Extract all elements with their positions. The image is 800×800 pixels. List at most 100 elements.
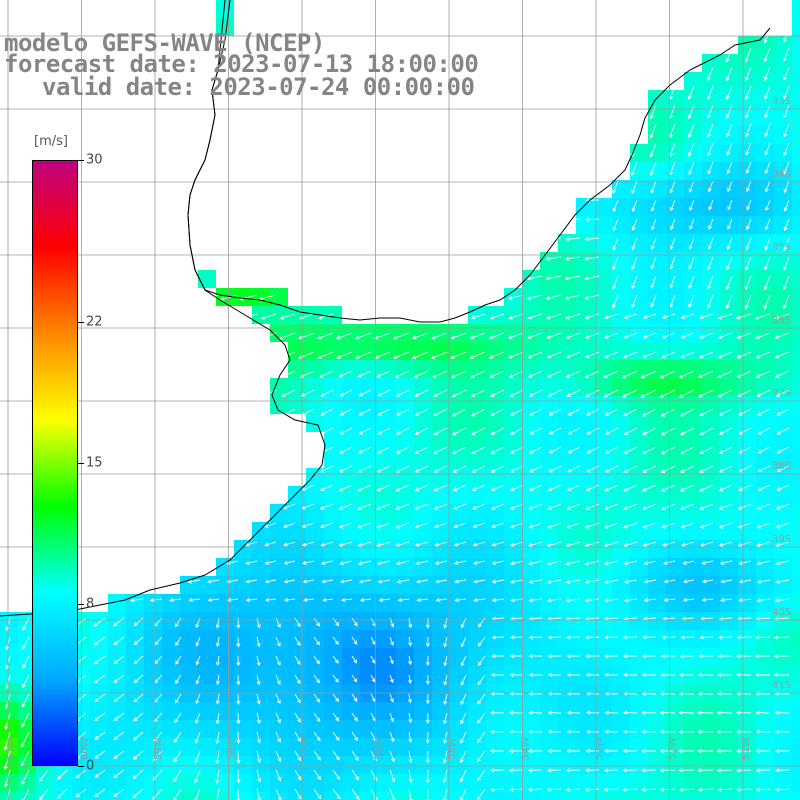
- latitude-label: 33S: [772, 96, 791, 107]
- wind-speed-cell: [630, 666, 648, 684]
- wind-arrow: [245, 579, 258, 584]
- wind-arrow: [681, 541, 695, 547]
- wind-arrow: [548, 427, 562, 435]
- wind-speed-cell: [576, 522, 594, 540]
- wind-speed-cell: [180, 756, 198, 774]
- wind-arrow: [355, 332, 372, 340]
- wind-arrow: [283, 541, 296, 547]
- wind-arrow: [425, 731, 430, 744]
- wind-speed-cell: [522, 360, 540, 378]
- wind-arrow: [338, 503, 353, 510]
- wind-arrow: [697, 370, 714, 379]
- longitude-label: 53W: [594, 737, 605, 760]
- wind-arrow: [717, 672, 733, 677]
- wind-arrow: [699, 332, 714, 339]
- wind-speed-cell: [504, 468, 522, 486]
- wind-speed-cell: [414, 594, 432, 612]
- wind-speed-cell: [450, 792, 468, 800]
- wind-arrow: [623, 351, 638, 359]
- wind-speed-cell: [756, 414, 774, 432]
- wind-speed-cell: [594, 324, 612, 342]
- colorbar-tick-mark: [78, 604, 84, 606]
- wind-arrow: [643, 598, 657, 603]
- wind-speed-cell: [738, 378, 756, 396]
- wind-arrow: [490, 389, 505, 398]
- wind-arrow: [547, 389, 562, 397]
- wind-arrow: [509, 503, 524, 510]
- wind-speed-cell: [540, 324, 558, 342]
- wind-arrow: [680, 503, 695, 511]
- wind-arrow: [488, 351, 505, 359]
- wind-arrow: [459, 788, 467, 800]
- wind-speed-cell: [684, 738, 702, 756]
- wind-speed-cell: [450, 468, 468, 486]
- wind-speed-cell: [684, 198, 702, 216]
- wind-speed-cell: [306, 666, 324, 684]
- wind-speed-cell: [612, 792, 630, 800]
- wind-speed-cell: [504, 558, 522, 576]
- wind-arrow: [736, 332, 752, 340]
- wind-speed-cell: [396, 396, 414, 414]
- wind-arrow: [414, 541, 429, 547]
- wind-speed-cell: [468, 450, 486, 468]
- wind-speed-cell: [630, 180, 648, 198]
- wind-arrow: [783, 104, 790, 119]
- wind-arrow: [313, 655, 320, 665]
- wind-speed-cell: [540, 414, 558, 432]
- wind-speed-cell: [486, 324, 504, 342]
- wind-speed-cell: [756, 738, 774, 756]
- wind-arrow: [737, 408, 752, 416]
- wind-arrow: [490, 787, 505, 792]
- wind-arrow: [643, 560, 657, 566]
- wind-speed-cell: [306, 594, 324, 612]
- wind-speed-cell: [558, 234, 576, 252]
- wind-speed-cell: [594, 432, 612, 450]
- wind-speed-cell: [756, 270, 774, 288]
- wind-arrow: [332, 617, 340, 627]
- wind-arrow: [708, 218, 714, 230]
- wind-speed-cell: [216, 630, 234, 648]
- wind-arrow: [236, 674, 241, 686]
- wind-arrow: [57, 769, 68, 780]
- wind-speed-cell: [288, 576, 306, 594]
- wind-speed-cell: [378, 594, 396, 612]
- wind-speed-cell: [126, 702, 144, 720]
- wind-arrow: [477, 712, 486, 724]
- wind-speed-cell: [540, 306, 558, 324]
- wind-speed-cell: [684, 594, 702, 612]
- wind-arrow: [622, 748, 637, 754]
- wind-speed-cell: [558, 576, 576, 594]
- wind-arrow: [546, 787, 562, 792]
- wind-arrow: [414, 408, 429, 416]
- wind-speed-cell: [630, 756, 648, 774]
- wind-arrow: [682, 560, 695, 565]
- wind-arrow: [707, 294, 714, 309]
- wind-speed-cell: [396, 792, 414, 800]
- wind-speed-cell: [468, 504, 486, 522]
- wind-speed-cell: [756, 252, 774, 270]
- wind-speed-cell: [468, 522, 486, 540]
- wind-speed-cell: [630, 738, 648, 756]
- wind-speed-cell: [468, 666, 486, 684]
- wind-speed-cell: [648, 792, 666, 800]
- wind-speed-cell: [666, 144, 684, 162]
- wind-arrow: [680, 635, 695, 640]
- wind-speed-cell: [594, 792, 612, 800]
- wind-arrow: [397, 597, 410, 603]
- wind-speed-cell: [666, 486, 684, 504]
- wind-speed-cell: [666, 90, 684, 108]
- wind-speed-cell: [306, 522, 324, 540]
- wind-arrow: [621, 389, 638, 398]
- wind-arrow: [585, 484, 600, 492]
- wind-speed-cell: [378, 324, 396, 342]
- wind-speed-cell: [648, 288, 666, 306]
- wind-speed-cell: [666, 468, 684, 486]
- wind-speed-cell: [738, 360, 756, 378]
- wind-speed-cell: [630, 558, 648, 576]
- wind-speed-cell: [216, 648, 234, 666]
- wind-arrow: [443, 712, 448, 725]
- wind-arrow: [661, 541, 676, 547]
- wind-arrow: [584, 560, 600, 566]
- wind-arrow: [727, 199, 733, 211]
- wind-arrow: [776, 465, 790, 473]
